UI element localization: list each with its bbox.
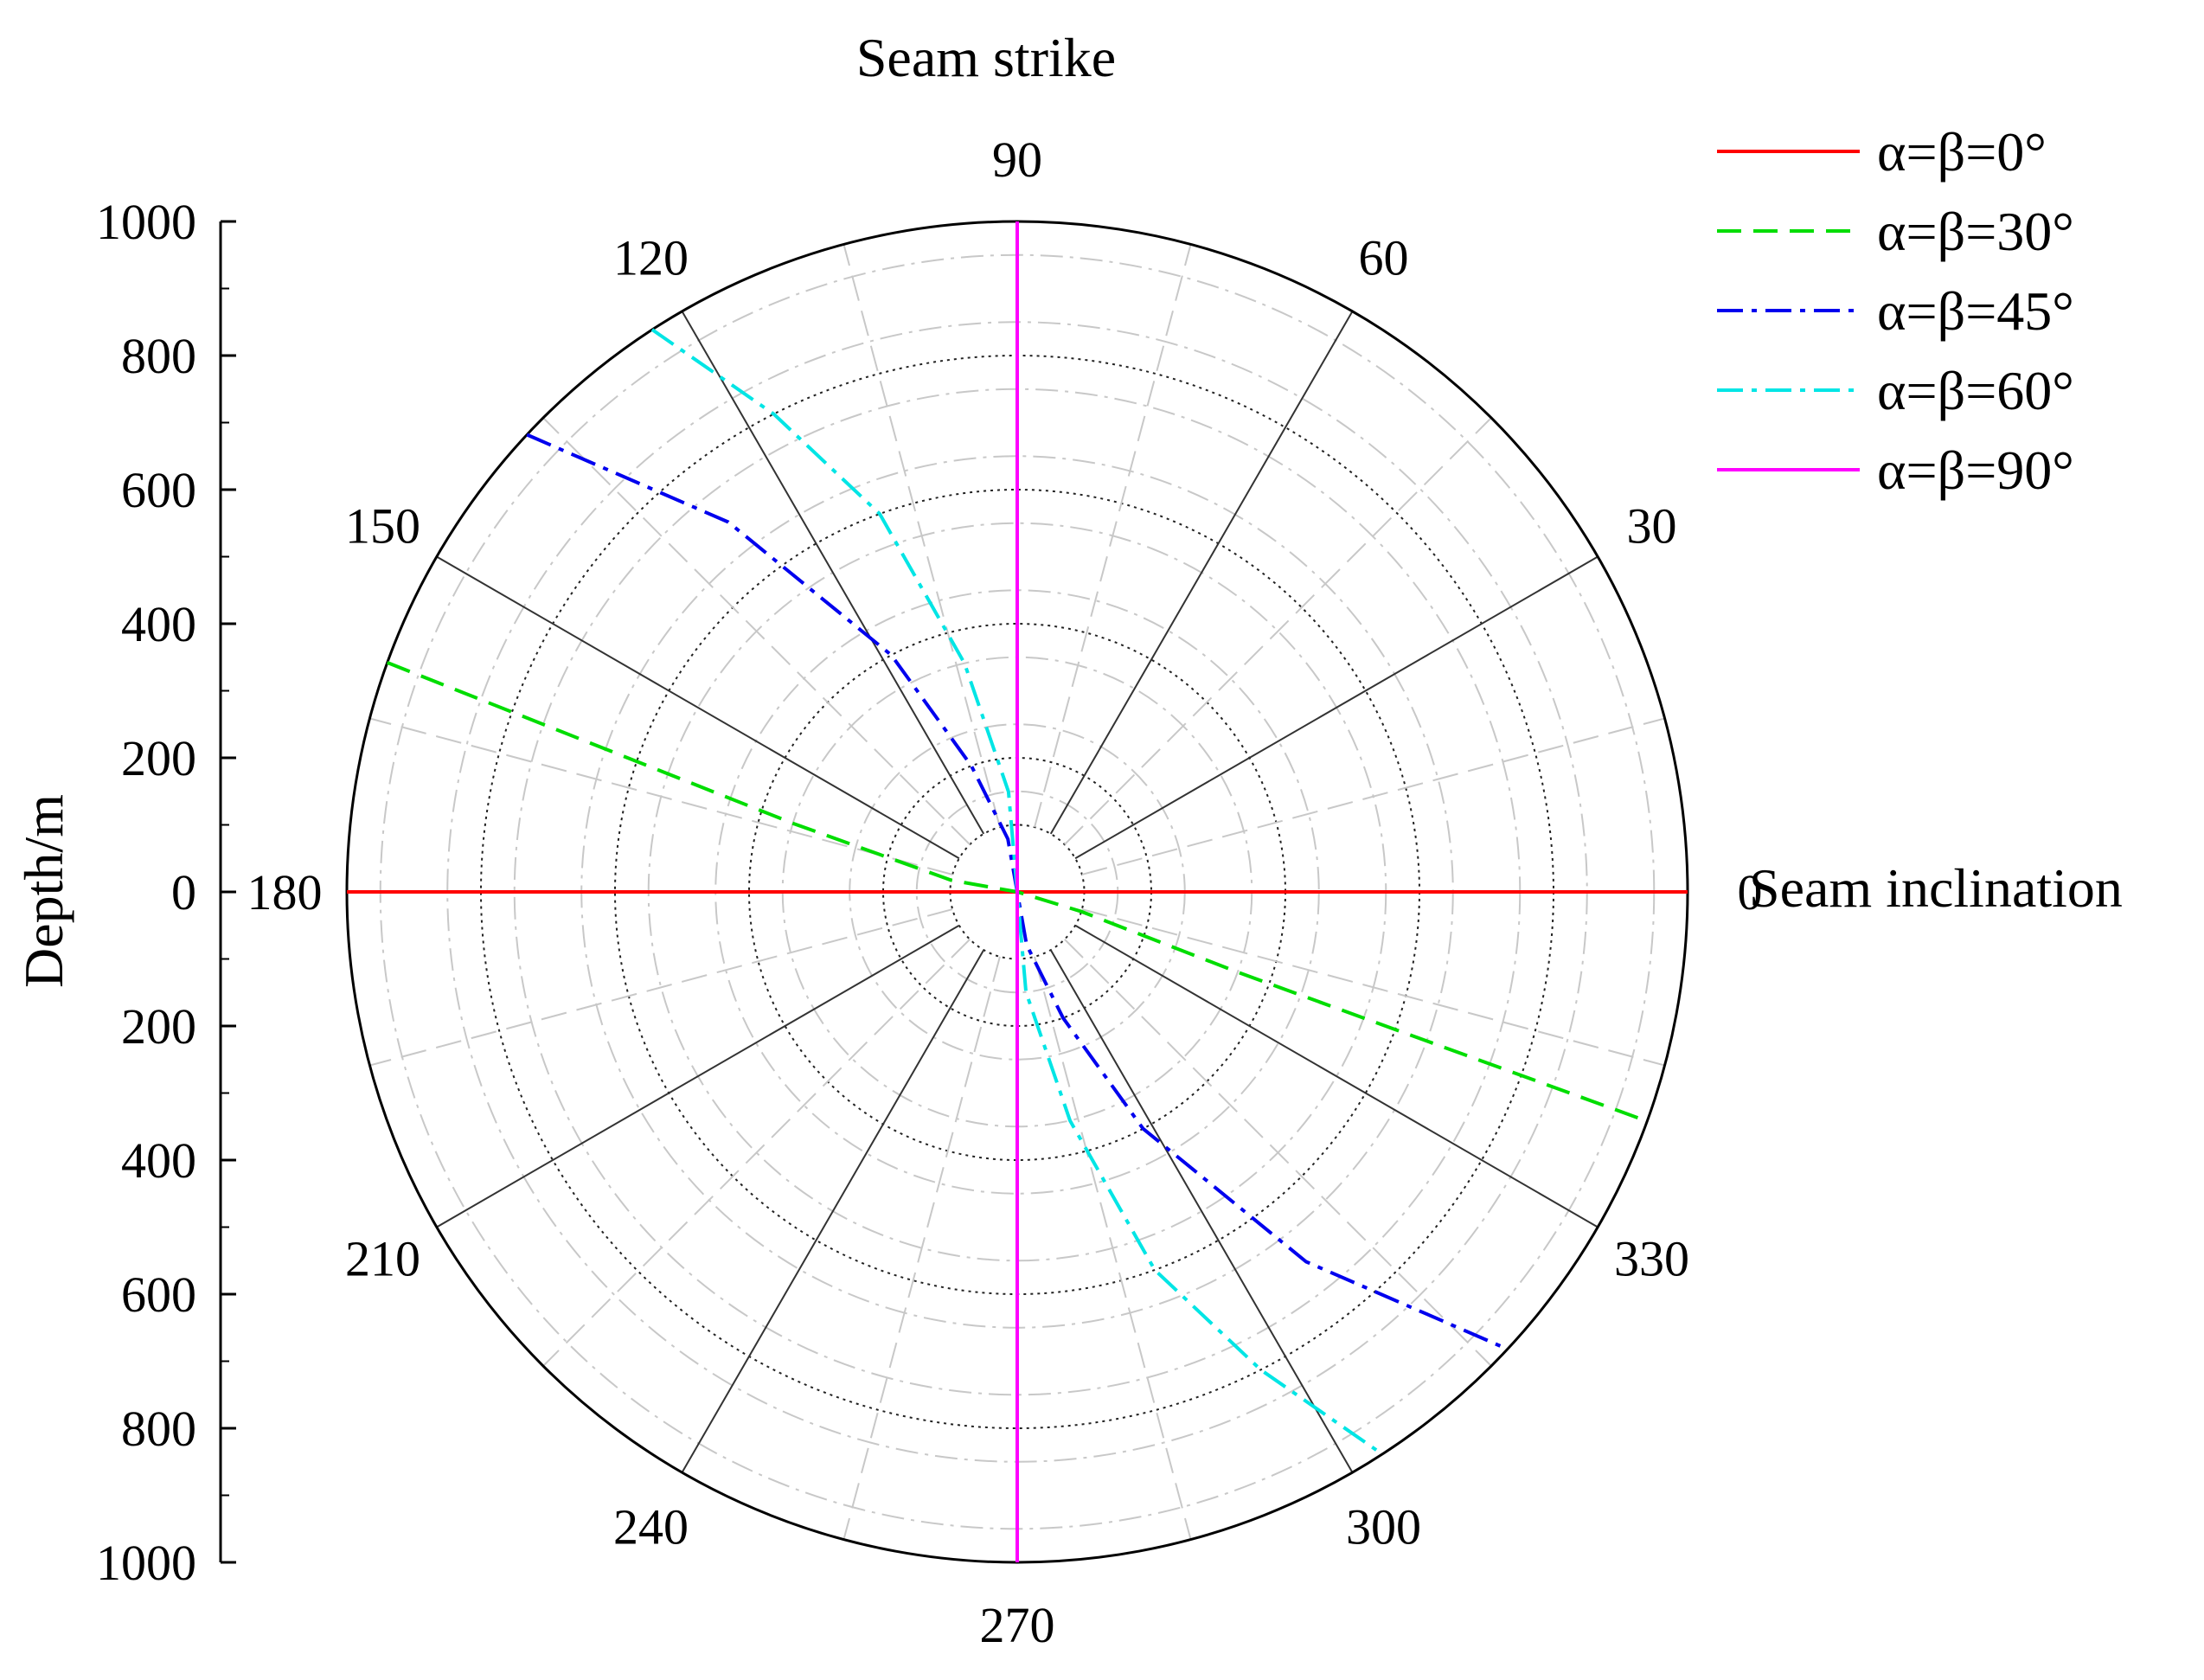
minor-spoke xyxy=(1064,417,1492,845)
minor-spoke xyxy=(843,244,1001,828)
radial-tick-label: 1000 xyxy=(96,1535,196,1591)
minor-spoke xyxy=(542,417,971,845)
major-spoke xyxy=(681,311,985,835)
legend-label: α=β=60° xyxy=(1877,360,2074,421)
minor-spoke xyxy=(542,939,971,1367)
radial-axis-label: Depth/m xyxy=(13,794,74,988)
angle-tick-label: 270 xyxy=(980,1597,1055,1653)
radial-tick-label: 1000 xyxy=(96,194,196,250)
minor-spoke xyxy=(1081,908,1665,1067)
minor-spoke xyxy=(369,717,953,875)
radial-tick-label: 600 xyxy=(121,462,196,518)
radial-tick-label: 400 xyxy=(121,596,196,652)
major-spoke xyxy=(436,924,960,1228)
radial-tick-label: 200 xyxy=(121,998,196,1055)
major-spoke xyxy=(681,949,985,1473)
angle-tick-label: 120 xyxy=(613,230,689,286)
major-spoke xyxy=(1049,311,1354,835)
radial-axis: 1000 800 600 400 200 0 200 400 600 800 1000 xyxy=(96,194,236,1591)
angle-tick-label: 30 xyxy=(1627,498,1677,555)
angle-tick-label: 60 xyxy=(1359,230,1409,286)
angle-tick-label: 150 xyxy=(345,498,420,555)
radial-tick-label: 0 xyxy=(171,864,196,920)
major-spoke xyxy=(436,555,960,860)
chart-title: Seam strike xyxy=(856,27,1116,88)
angle-tick-label: 90 xyxy=(992,131,1042,188)
angle-tick-labels: 0 30 60 90 120 150 180 210 240 270 300 330 xyxy=(247,131,1763,1653)
major-spoke xyxy=(1049,949,1354,1473)
angle-tick-label: 180 xyxy=(247,864,323,920)
angle-tick-label: 210 xyxy=(345,1231,420,1287)
radial-tick-label: 800 xyxy=(121,1401,196,1457)
minor-spoke xyxy=(369,908,953,1067)
legend: α=β=0° α=β=30° α=β=45° α=β=60° α=β=90° xyxy=(1717,121,2074,501)
legend-label: α=β=90° xyxy=(1877,439,2074,501)
angle-tick-label: 240 xyxy=(613,1499,689,1555)
minor-spoke xyxy=(1034,244,1192,828)
minor-spoke xyxy=(1034,956,1192,1540)
major-spoke xyxy=(1074,924,1599,1228)
radial-tick-label: 800 xyxy=(121,328,196,384)
major-spoke xyxy=(1074,555,1599,860)
radial-tick-label: 200 xyxy=(121,730,196,786)
radial-tick-label: 400 xyxy=(121,1132,196,1189)
minor-spoke xyxy=(1064,939,1492,1367)
legend-label: α=β=0° xyxy=(1877,121,2047,183)
radial-tick-label: 600 xyxy=(121,1266,196,1323)
angle-tick-label: 330 xyxy=(1614,1231,1689,1287)
minor-spoke xyxy=(843,956,1001,1540)
minor-spoke xyxy=(1081,717,1665,875)
series-lines xyxy=(347,221,1688,1562)
angle-tick-label: 300 xyxy=(1346,1499,1421,1555)
angle-axis-label: Seam inclination xyxy=(1749,857,2123,919)
legend-label: α=β=30° xyxy=(1877,201,2074,262)
angle-tick-label: 0 xyxy=(1738,864,1763,920)
legend-label: α=β=45° xyxy=(1877,280,2074,342)
